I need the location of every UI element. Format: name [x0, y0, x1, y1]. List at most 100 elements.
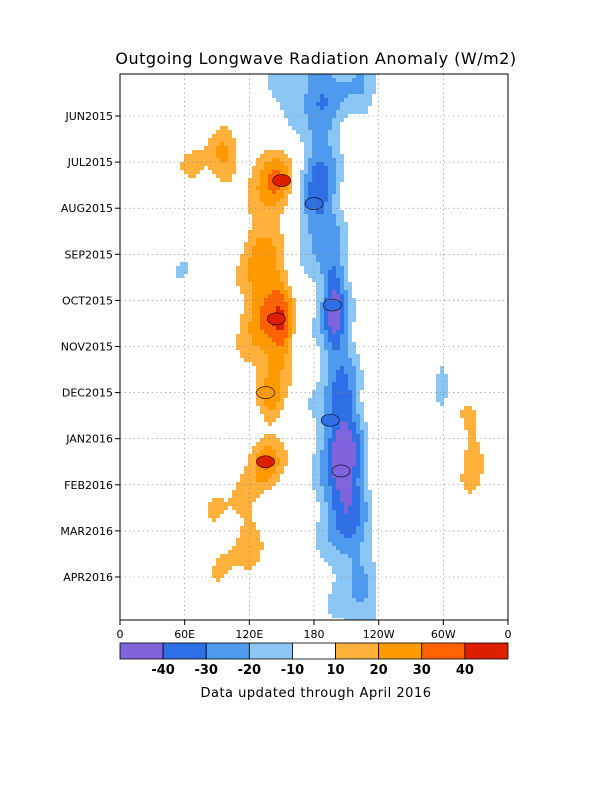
- anomaly-band: [320, 346, 324, 350]
- anomaly-band: [280, 306, 288, 310]
- anomaly-band: [284, 310, 288, 314]
- anomaly-band: [324, 326, 332, 330]
- anomaly-band: [264, 350, 288, 354]
- anomaly-band: [280, 370, 292, 374]
- anomaly-band: [272, 158, 280, 162]
- anomaly-band: [356, 74, 364, 78]
- anomaly-band: [312, 474, 320, 478]
- anomaly-band: [364, 74, 376, 78]
- anomaly-band: [348, 318, 356, 322]
- anomaly-band: [256, 466, 264, 470]
- anomaly-band: [324, 406, 332, 410]
- anomaly-band: [336, 578, 352, 582]
- anomaly-band: [312, 150, 332, 154]
- anomaly-band: [352, 418, 360, 422]
- anomaly-band: [304, 178, 312, 182]
- anomaly-band: [336, 574, 352, 578]
- colorbar-label: 10: [327, 663, 345, 678]
- anomaly-band: [328, 182, 336, 186]
- anomaly-band: [340, 494, 352, 498]
- anomaly-band: [336, 110, 368, 114]
- anomaly-band: [268, 358, 284, 362]
- anomaly-band: [328, 534, 344, 538]
- anomaly-band: [328, 294, 332, 298]
- anomaly-band: [328, 286, 340, 290]
- anomaly-band: [316, 418, 324, 422]
- anomaly-band: [356, 598, 364, 602]
- anomaly-band: [208, 138, 236, 142]
- anomaly-band: [212, 518, 216, 522]
- anomaly-band: [356, 374, 364, 378]
- anomaly-band: [364, 86, 376, 90]
- anomaly-band: [320, 458, 328, 462]
- anomaly-band: [328, 446, 332, 450]
- anomaly-band: [340, 306, 344, 310]
- anomaly-band: [248, 322, 260, 326]
- anomaly-band: [320, 482, 328, 486]
- anomaly-band: [316, 422, 324, 426]
- anomaly-band: [328, 310, 340, 314]
- anomaly-band: [316, 530, 328, 534]
- anomaly-band: [360, 554, 372, 558]
- anomaly-band: [344, 286, 352, 290]
- anomaly-band: [324, 334, 328, 338]
- anomaly-band: [256, 470, 276, 474]
- anomaly-band: [276, 326, 284, 330]
- anomaly-band: [252, 218, 280, 222]
- anomaly-band: [328, 338, 340, 342]
- anomaly-band: [256, 374, 268, 378]
- anomaly-band: [300, 202, 304, 206]
- anomaly-band: [284, 342, 288, 346]
- anomaly-band: [284, 282, 288, 286]
- anomaly-band: [304, 106, 320, 110]
- anomaly-band: [348, 374, 356, 378]
- anomaly-band: [316, 430, 324, 434]
- anomaly-band: [324, 438, 328, 442]
- anomaly-band: [356, 430, 364, 434]
- anomaly-band: [344, 366, 356, 370]
- anomaly-band: [300, 250, 312, 254]
- anomaly-band: [344, 266, 348, 270]
- anomaly-band: [336, 438, 352, 442]
- anomaly-band: [296, 130, 312, 134]
- anomaly-band: [336, 478, 352, 482]
- anomaly-band: [244, 522, 256, 526]
- anomaly-band: [352, 498, 360, 502]
- anomaly-band: [344, 274, 348, 278]
- anomaly-band: [360, 438, 364, 442]
- anomaly-band: [252, 306, 260, 310]
- anomaly-band: [244, 310, 252, 314]
- anomaly-band: [276, 306, 280, 310]
- anomaly-band: [364, 498, 372, 502]
- anomaly-band: [308, 274, 324, 278]
- anomaly-band: [280, 458, 288, 462]
- anomaly-band: [356, 406, 364, 410]
- anomaly-band: [356, 530, 364, 534]
- anomaly-band: [336, 166, 344, 170]
- anomaly-band: [332, 490, 340, 494]
- anomaly-band: [360, 462, 364, 466]
- anomaly-band: [252, 450, 260, 454]
- anomaly-band: [244, 294, 252, 298]
- anomaly-band: [268, 406, 276, 410]
- anomaly-band: [364, 494, 372, 498]
- anomaly-band: [336, 182, 340, 186]
- anomaly-band: [256, 366, 268, 370]
- anomaly-band: [260, 322, 272, 326]
- anomaly-band: [268, 74, 308, 78]
- anomaly-band: [228, 158, 236, 162]
- anomaly-band: [352, 478, 356, 482]
- anomaly-band: [312, 174, 328, 178]
- chart-title: Outgoing Longwave Radiation Anomaly (W/m…: [115, 49, 516, 68]
- anomaly-band: [312, 170, 328, 174]
- anomaly-band: [320, 518, 328, 522]
- colorbar-swatch: [162, 642, 207, 660]
- anomaly-band: [336, 214, 344, 218]
- colorbar-swatch: [119, 642, 164, 660]
- anomaly-band: [360, 562, 376, 566]
- anomaly-band: [244, 242, 256, 246]
- anomaly-band: [300, 262, 320, 266]
- anomaly-band: [312, 142, 328, 146]
- anomaly-band: [284, 358, 292, 362]
- anomaly-band: [368, 574, 376, 578]
